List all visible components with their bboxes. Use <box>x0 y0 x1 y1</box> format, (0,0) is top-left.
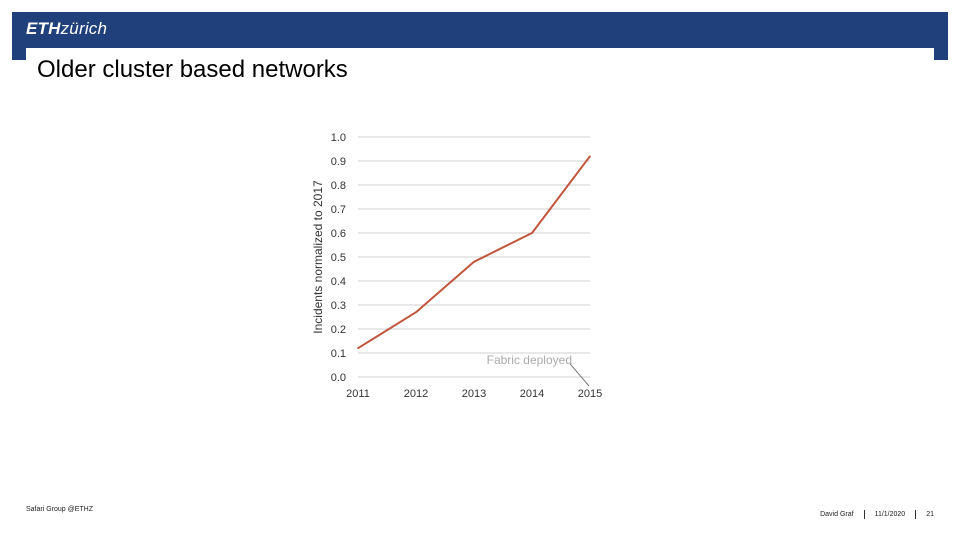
y-tick-label: 0.8 <box>331 180 346 192</box>
line-chart: 0.0 0.1 0.2 0.3 0.4 0.5 0.6 0.7 0.8 0.9 1.0 2011 201… <box>311 132 602 400</box>
y-tick-label: 0.6 <box>331 228 346 240</box>
x-tick-label: 2012 <box>404 388 428 400</box>
logo-primary: ETH <box>26 19 61 38</box>
y-tick-label: 0.4 <box>331 276 346 288</box>
data-point <box>357 347 359 349</box>
x-tick-label: 2015 <box>578 388 602 400</box>
y-tick-label: 0.0 <box>331 372 346 384</box>
chart-container: 0.0 0.1 0.2 0.3 0.4 0.5 0.6 0.7 0.8 0.9 1.0 2011 201… <box>300 120 630 410</box>
annotation-label: Fabric deployed <box>487 353 572 367</box>
footer-date: 11/1/2020 <box>874 511 906 518</box>
y-tick-label: 0.5 <box>331 252 346 264</box>
footer-group: Safari Group @ETHZ <box>26 506 94 513</box>
y-axis-label: Incidents normalized to 2017 <box>311 180 325 334</box>
y-tick-label: 0.1 <box>331 348 346 360</box>
x-tick-label: 2011 <box>346 388 370 400</box>
data-point <box>589 155 591 157</box>
header-bar: ETHzürich <box>12 12 948 48</box>
footer-meta: David Graf 11/1/2020 21 <box>820 510 934 519</box>
eth-logo: ETHzürich <box>26 19 107 39</box>
footer-separator <box>915 510 917 519</box>
y-tick-label: 0.7 <box>331 204 346 216</box>
x-tick-label: 2013 <box>462 388 486 400</box>
annotation-pointer <box>569 363 590 387</box>
y-tick-label: 0.3 <box>331 300 346 312</box>
y-tick-label: 1.0 <box>331 132 346 144</box>
header-tab-left <box>12 48 26 60</box>
logo-secondary: zürich <box>60 19 108 38</box>
data-point <box>473 261 475 263</box>
data-point <box>415 311 417 313</box>
footer-author: David Graf <box>820 511 854 518</box>
header-tab-right <box>934 48 948 60</box>
y-tick-label: 0.9 <box>331 156 346 168</box>
slide-title: Older cluster based networks <box>37 56 348 83</box>
footer-page-number: 21 <box>926 511 934 518</box>
y-tick-label: 0.2 <box>331 324 346 336</box>
x-tick-label: 2014 <box>520 388 544 400</box>
footer-separator <box>863 510 865 519</box>
data-point <box>531 232 533 234</box>
